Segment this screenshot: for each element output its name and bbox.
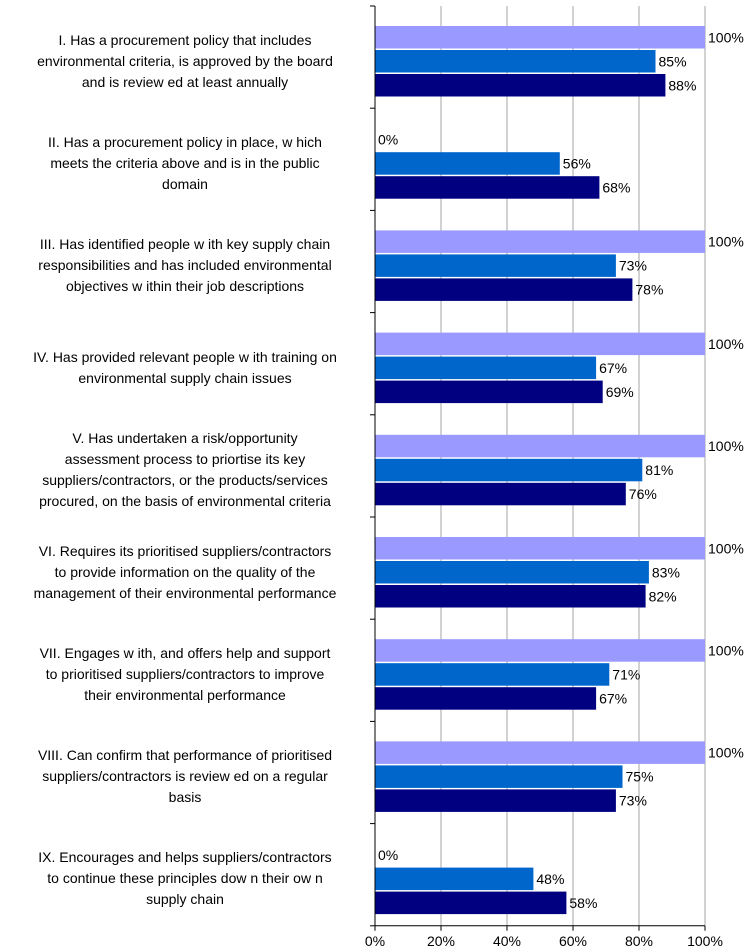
category-label-line: II. Has a procurement policy in place, w… bbox=[48, 133, 322, 150]
data-label: 71% bbox=[612, 666, 640, 682]
data-label: 69% bbox=[606, 384, 634, 400]
category-label-line: VIII. Can confirm that performance of pr… bbox=[37, 747, 333, 764]
category-label-line: IX. Encourages and helps suppliers/contr… bbox=[38, 849, 332, 866]
bar bbox=[375, 639, 705, 662]
category-label-line: domain bbox=[162, 175, 208, 192]
data-label: 100% bbox=[708, 29, 744, 45]
bar bbox=[375, 458, 643, 482]
bar bbox=[375, 332, 705, 356]
data-label: 67% bbox=[599, 360, 627, 376]
data-label: 83% bbox=[652, 564, 680, 580]
x-tick-label: 0% bbox=[365, 933, 385, 949]
category-label-line: VII. Engages w ith, and offers help and … bbox=[39, 644, 331, 661]
category-label-line: III. Has identified people w ith key sup… bbox=[39, 236, 331, 253]
bar bbox=[375, 434, 705, 458]
bar bbox=[375, 482, 626, 506]
category-label: I. Has a procurement policy that include… bbox=[4, 30, 366, 93]
category-label-line: VI. Requires its prioritised suppliers/c… bbox=[38, 542, 332, 559]
data-label: 73% bbox=[619, 793, 647, 809]
category-label: IX. Encourages and helps suppliers/contr… bbox=[4, 847, 366, 910]
data-label: 100% bbox=[708, 438, 744, 454]
bar bbox=[375, 891, 567, 915]
category-label-line: meets the criteria above and is in the p… bbox=[50, 154, 320, 171]
bar bbox=[375, 74, 666, 97]
category-label-line: environmental criteria, is approved by t… bbox=[37, 52, 333, 69]
category-label-line: I. Has a procurement policy that include… bbox=[58, 31, 312, 48]
data-label: 75% bbox=[626, 769, 654, 785]
bar bbox=[375, 789, 616, 812]
data-label: 100% bbox=[708, 642, 744, 658]
data-label: 100% bbox=[708, 540, 744, 556]
category-label-line: supply chain bbox=[146, 891, 224, 908]
bar bbox=[375, 537, 705, 560]
x-tick-label: 20% bbox=[427, 933, 455, 949]
bar bbox=[375, 741, 705, 764]
category-label: VIII. Can confirm that performance of pr… bbox=[4, 745, 366, 808]
category-label-line: suppliers/contractors, or the products/s… bbox=[42, 472, 328, 489]
category-label: II. Has a procurement policy in place, w… bbox=[4, 132, 366, 195]
category-label-line: procured, on the basis of environmental … bbox=[39, 493, 331, 510]
data-label: 0% bbox=[378, 131, 398, 147]
category-label-line: to continue these principles dow n their… bbox=[47, 870, 323, 887]
category-label: III. Has identified people w ith key sup… bbox=[4, 234, 366, 297]
bar bbox=[375, 687, 597, 710]
bar bbox=[375, 230, 705, 253]
data-label: 68% bbox=[602, 179, 630, 195]
bar bbox=[375, 561, 649, 584]
category-label-line: V. Has undertaken a risk/opportunity bbox=[72, 430, 298, 447]
category-label: IV. Has provided relevant people w ith t… bbox=[4, 347, 366, 389]
data-label: 100% bbox=[708, 745, 744, 761]
data-label: 48% bbox=[536, 871, 564, 887]
bar bbox=[375, 356, 597, 380]
category-label: VI. Requires its prioritised suppliers/c… bbox=[4, 541, 366, 604]
data-label: 78% bbox=[635, 282, 663, 298]
data-label: 58% bbox=[569, 895, 597, 911]
x-tick-label: 60% bbox=[559, 933, 587, 949]
category-label-line: IV. Has provided relevant people w ith t… bbox=[33, 348, 337, 365]
category-label: VII. Engages w ith, and offers help and … bbox=[4, 643, 366, 706]
category-label-line: assessment process to priortise its key bbox=[64, 451, 306, 468]
bar bbox=[375, 50, 656, 73]
category-label-line: their environmental performance bbox=[84, 686, 286, 703]
data-label: 85% bbox=[659, 53, 687, 69]
bar bbox=[375, 585, 646, 608]
bar bbox=[375, 176, 600, 199]
category-label: V. Has undertaken a risk/opportunity asse… bbox=[4, 428, 366, 512]
bar bbox=[375, 278, 633, 301]
bar bbox=[375, 380, 603, 404]
category-label-line: objectives w ithin their job description… bbox=[65, 278, 305, 295]
data-label: 82% bbox=[649, 588, 677, 604]
bar bbox=[375, 254, 616, 277]
data-label: 73% bbox=[619, 258, 647, 274]
category-label-line: environmental supply chain issues bbox=[78, 369, 292, 386]
data-label: 81% bbox=[645, 462, 673, 478]
bar bbox=[375, 867, 534, 891]
data-label: 88% bbox=[668, 77, 696, 93]
data-label: 100% bbox=[708, 336, 744, 352]
category-label-line: suppliers/contractors is review ed on a … bbox=[42, 768, 328, 785]
x-tick-label: 40% bbox=[493, 933, 521, 949]
x-tick-label: 80% bbox=[625, 933, 653, 949]
bar bbox=[375, 26, 705, 49]
category-label-line: to provide information on the quality of… bbox=[54, 563, 316, 580]
data-label: 0% bbox=[378, 847, 398, 863]
category-label-line: management of their environmental perfor… bbox=[33, 584, 337, 601]
category-label-line: to prioritised suppliers/contractors to … bbox=[45, 665, 325, 682]
category-label-line: and is review ed at least annually bbox=[81, 73, 289, 90]
data-label: 76% bbox=[629, 486, 657, 502]
data-label: 67% bbox=[599, 690, 627, 706]
data-label: 100% bbox=[708, 234, 744, 250]
bar bbox=[375, 765, 623, 788]
category-label-line: responsibilities and has included enviro… bbox=[38, 257, 332, 274]
bar bbox=[375, 663, 610, 686]
bar bbox=[375, 152, 560, 175]
x-tick-label: 100% bbox=[687, 933, 723, 949]
data-label: 56% bbox=[563, 155, 591, 171]
category-label-line: basis bbox=[168, 789, 202, 806]
